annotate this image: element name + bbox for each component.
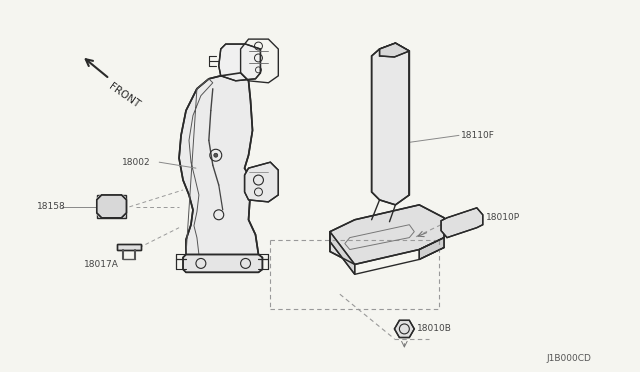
Polygon shape [394,320,414,337]
Polygon shape [372,43,410,205]
Text: J1B000CD: J1B000CD [547,354,591,363]
Polygon shape [97,195,127,218]
Circle shape [116,208,127,218]
Circle shape [214,153,218,157]
Text: 18010P: 18010P [486,213,520,222]
Polygon shape [330,205,444,264]
Polygon shape [219,44,260,81]
Circle shape [97,195,107,205]
Polygon shape [179,73,259,271]
Circle shape [116,195,127,205]
Polygon shape [97,195,127,218]
Text: 18110F: 18110F [461,131,495,140]
Text: 18002: 18002 [122,158,150,167]
Text: 18017A: 18017A [84,260,118,269]
Text: 18010B: 18010B [417,324,452,333]
Polygon shape [380,43,410,57]
Circle shape [97,208,107,218]
Polygon shape [183,254,262,272]
Polygon shape [244,162,278,202]
Polygon shape [330,232,355,274]
Polygon shape [441,208,483,238]
Polygon shape [116,244,141,250]
Text: 18158: 18158 [37,202,66,211]
Text: FRONT: FRONT [107,82,141,110]
Polygon shape [419,238,444,259]
